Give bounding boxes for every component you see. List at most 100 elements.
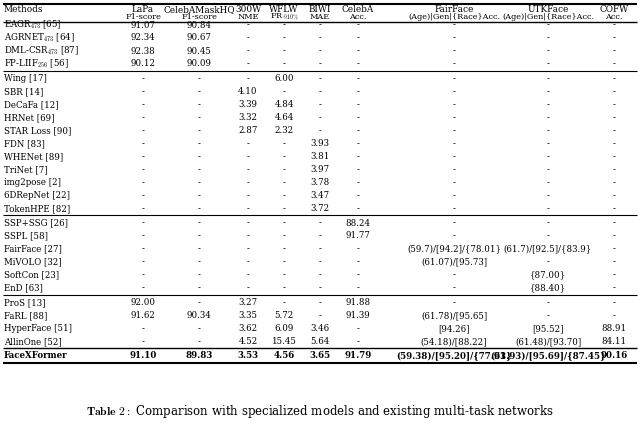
Text: -: - (547, 257, 549, 267)
Text: DeCaFa [12]: DeCaFa [12] (4, 100, 59, 109)
Text: -: - (612, 139, 616, 148)
Text: -: - (246, 178, 250, 187)
Text: 3.72: 3.72 (310, 204, 330, 213)
Text: -: - (319, 298, 321, 307)
Text: 2.87: 2.87 (238, 126, 258, 135)
Text: -: - (198, 191, 200, 200)
Text: -: - (141, 271, 145, 279)
Text: -: - (246, 219, 250, 227)
Text: -: - (246, 191, 250, 200)
Text: (61.7)/[92.5]/{83.9}: (61.7)/[92.5]/{83.9} (504, 245, 592, 253)
Text: -: - (283, 152, 285, 161)
Text: $\mathbf{Table\ 2:}$ Comparison with specialized models and existing multi-task : $\mathbf{Table\ 2:}$ Comparison with spe… (86, 403, 554, 420)
Text: EnD [63]: EnD [63] (4, 283, 43, 293)
Text: -: - (141, 74, 145, 83)
Text: -: - (356, 46, 360, 55)
Text: -: - (452, 74, 456, 83)
Text: -: - (356, 34, 360, 43)
Text: 92.34: 92.34 (131, 34, 156, 43)
Text: -: - (319, 311, 321, 320)
Text: -: - (452, 283, 456, 293)
Text: -: - (452, 231, 456, 241)
Text: -: - (198, 324, 200, 333)
Text: (Age)|Gen|{Race}Acc.: (Age)|Gen|{Race}Acc. (408, 13, 500, 21)
Text: -: - (141, 87, 145, 96)
Text: MiVOLO [32]: MiVOLO [32] (4, 257, 61, 267)
Text: -: - (198, 126, 200, 135)
Text: 2.32: 2.32 (275, 126, 294, 135)
Text: -: - (547, 219, 549, 227)
Text: -: - (547, 46, 549, 55)
Text: -: - (283, 231, 285, 241)
Text: -: - (246, 257, 250, 267)
Text: -: - (283, 20, 285, 29)
Text: -: - (547, 311, 549, 320)
Text: -: - (141, 139, 145, 148)
Text: -: - (319, 20, 321, 29)
Text: -: - (198, 204, 200, 213)
Text: Wing [17]: Wing [17] (4, 74, 47, 83)
Text: -: - (356, 257, 360, 267)
Text: -: - (356, 271, 360, 279)
Text: -: - (141, 219, 145, 227)
Text: -: - (198, 231, 200, 241)
Text: -: - (198, 298, 200, 307)
Text: -: - (547, 152, 549, 161)
Text: -: - (356, 152, 360, 161)
Text: -: - (547, 139, 549, 148)
Text: 4.64: 4.64 (275, 113, 294, 122)
Text: 3.39: 3.39 (239, 100, 257, 109)
Text: -: - (319, 219, 321, 227)
Text: -: - (319, 34, 321, 43)
Text: FDN [83]: FDN [83] (4, 139, 45, 148)
Text: TriNet [7]: TriNet [7] (4, 165, 47, 174)
Text: -: - (356, 178, 360, 187)
Text: -: - (283, 60, 285, 69)
Text: 88.91: 88.91 (602, 324, 627, 333)
Text: -: - (283, 204, 285, 213)
Text: -: - (246, 60, 250, 69)
Text: -: - (141, 337, 145, 346)
Text: -: - (452, 113, 456, 122)
Text: -: - (141, 113, 145, 122)
Text: -: - (141, 257, 145, 267)
Text: -: - (283, 178, 285, 187)
Text: FaRL [88]: FaRL [88] (4, 311, 47, 320)
Text: -: - (246, 139, 250, 148)
Text: WHENet [89]: WHENet [89] (4, 152, 63, 161)
Text: (59.7)/[94.2]/{78.01}: (59.7)/[94.2]/{78.01} (407, 245, 501, 253)
Text: -: - (246, 283, 250, 293)
Text: {88.40}: {88.40} (530, 283, 566, 293)
Text: -: - (356, 165, 360, 174)
Text: -: - (612, 113, 616, 122)
Text: -: - (547, 204, 549, 213)
Text: -: - (141, 231, 145, 241)
Text: -: - (356, 283, 360, 293)
Text: -: - (246, 204, 250, 213)
Text: -: - (319, 271, 321, 279)
Text: -: - (141, 283, 145, 293)
Text: {87.00}: {87.00} (530, 271, 566, 279)
Text: 6.09: 6.09 (275, 324, 294, 333)
Text: -: - (283, 191, 285, 200)
Text: SSPL [58]: SSPL [58] (4, 231, 48, 241)
Text: -: - (452, 219, 456, 227)
Text: -: - (319, 100, 321, 109)
Text: 91.62: 91.62 (131, 311, 156, 320)
Text: -: - (356, 337, 360, 346)
Text: -: - (356, 113, 360, 122)
Text: 3.65: 3.65 (309, 351, 331, 360)
Text: 5.72: 5.72 (275, 311, 294, 320)
Text: -: - (246, 271, 250, 279)
Text: -: - (141, 152, 145, 161)
Text: -: - (319, 113, 321, 122)
Text: -: - (198, 283, 200, 293)
Text: -: - (452, 100, 456, 109)
Text: -: - (198, 178, 200, 187)
Text: 90.45: 90.45 (187, 46, 211, 55)
Text: 91.88: 91.88 (346, 298, 371, 307)
Text: Methods: Methods (4, 6, 44, 14)
Text: -: - (612, 74, 616, 83)
Text: -: - (452, 139, 456, 148)
Text: FairFace [27]: FairFace [27] (4, 245, 62, 253)
